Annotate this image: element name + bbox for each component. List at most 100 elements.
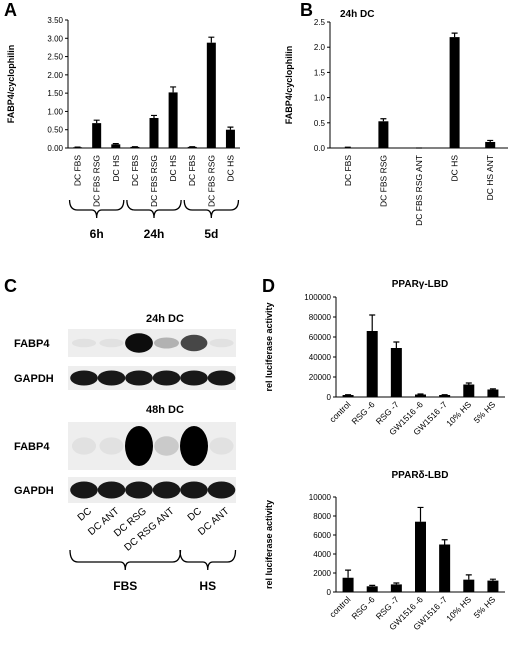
bar xyxy=(149,118,159,148)
bar xyxy=(487,580,499,592)
chart-title: 24h DC xyxy=(340,9,374,20)
x-tick-label: DC FBS xyxy=(130,155,140,187)
error-bar xyxy=(93,119,100,124)
x-tick-label: 10% HS xyxy=(444,594,473,623)
bar xyxy=(366,586,378,592)
lane-label: DC xyxy=(76,506,94,524)
x-tick-label: 5% HS xyxy=(472,594,498,620)
group-label: 24h xyxy=(144,227,165,241)
y-tick-label: 8000 xyxy=(313,512,331,521)
panel-label: A xyxy=(4,0,17,20)
bar xyxy=(187,146,197,148)
bar xyxy=(439,544,451,592)
blot-row-label: FABP4 xyxy=(14,338,50,350)
bar xyxy=(342,577,354,592)
group-label: FBS xyxy=(113,579,137,593)
blot-title: 48h DC xyxy=(146,404,184,416)
y-tick-label: 1.00 xyxy=(47,107,63,116)
group-brace xyxy=(183,199,240,219)
bar xyxy=(463,384,475,397)
x-tick-label: RSG -6 xyxy=(350,399,377,426)
x-tick-label: DC HS xyxy=(168,155,178,182)
blot-band xyxy=(97,481,126,499)
error-bar xyxy=(417,506,424,522)
error-bar xyxy=(465,382,472,385)
bar xyxy=(463,579,475,592)
x-tick-label: DC FBS RSG xyxy=(378,155,388,207)
x-tick-label: DC FBS RSG xyxy=(92,155,102,207)
x-tick-label: DC FBS RSG xyxy=(206,155,216,207)
y-tick-label: 60000 xyxy=(309,333,332,342)
error-bar xyxy=(208,36,215,43)
blot-band xyxy=(99,437,124,455)
chart-title: PPARδ-LBD xyxy=(392,470,449,481)
y-axis-label: FABP4/cyclophilin xyxy=(284,46,294,125)
y-tick-label: 2.5 xyxy=(314,18,326,27)
blot-band xyxy=(209,437,234,455)
axis-line xyxy=(329,22,508,149)
chart-title: PPARγ-LBD xyxy=(392,279,448,290)
y-axis-label: rel luciferase activity xyxy=(264,500,274,589)
bar xyxy=(92,123,102,148)
x-tick-label: DC HS ANT xyxy=(485,155,495,200)
blot-row-label: GAPDH xyxy=(14,373,54,385)
blot-band xyxy=(125,333,153,353)
blot-title: 24h DC xyxy=(146,313,184,325)
blot-band xyxy=(154,337,179,349)
y-tick-label: 10000 xyxy=(309,493,332,502)
blot-band xyxy=(125,481,153,499)
bar xyxy=(111,144,121,148)
group-label: HS xyxy=(199,579,216,593)
x-tick-label: DC HS xyxy=(225,155,235,182)
blot-band xyxy=(71,437,97,455)
y-tick-label: 1.0 xyxy=(314,94,326,103)
panel-label: B xyxy=(300,0,313,20)
y-tick-label: 6000 xyxy=(313,531,331,540)
bar xyxy=(225,129,235,148)
x-tick-label: DC FBS xyxy=(73,155,83,187)
blot-band xyxy=(180,426,208,466)
x-tick-label: DC HS xyxy=(450,155,460,182)
panel-label: D xyxy=(262,276,275,296)
blot-band xyxy=(207,370,236,386)
error-bar xyxy=(380,118,387,122)
y-tick-label: 2000 xyxy=(313,569,331,578)
bar xyxy=(342,395,354,397)
blot-band xyxy=(180,334,208,352)
bar xyxy=(206,42,216,148)
lane-label: DC ANT xyxy=(196,506,231,538)
blot-band xyxy=(209,338,234,348)
x-tick-label: control xyxy=(327,399,352,424)
lane-label: DC xyxy=(186,506,204,524)
bar xyxy=(415,394,426,397)
error-bar xyxy=(489,388,496,390)
error-bar xyxy=(369,314,376,331)
error-bar xyxy=(489,578,496,581)
group-brace xyxy=(179,549,237,571)
y-tick-label: 3.00 xyxy=(47,34,63,43)
bar xyxy=(378,121,389,148)
blot-band xyxy=(71,338,97,348)
y-tick-label: 1.50 xyxy=(47,89,63,98)
y-tick-label: 2.50 xyxy=(47,53,63,62)
error-bar xyxy=(393,341,400,348)
y-axis-label: FABP4/cyclophilin xyxy=(6,45,16,124)
y-tick-label: 0.50 xyxy=(47,126,63,135)
y-tick-label: 0 xyxy=(327,393,332,402)
bar xyxy=(449,37,460,149)
error-bar xyxy=(151,114,157,119)
x-tick-label: 5% HS xyxy=(472,399,498,425)
bar xyxy=(487,389,499,397)
y-tick-label: 20000 xyxy=(309,373,332,382)
error-bar xyxy=(170,86,177,93)
x-tick-label: DC FBS RSG ANT xyxy=(414,155,424,226)
error-bar xyxy=(112,143,119,145)
group-brace xyxy=(68,199,125,219)
blot-band xyxy=(152,370,181,386)
axis-line xyxy=(335,297,505,398)
blot-band xyxy=(154,436,179,456)
y-tick-label: 1.5 xyxy=(314,68,326,77)
bar xyxy=(366,331,378,397)
error-bar xyxy=(451,32,458,38)
